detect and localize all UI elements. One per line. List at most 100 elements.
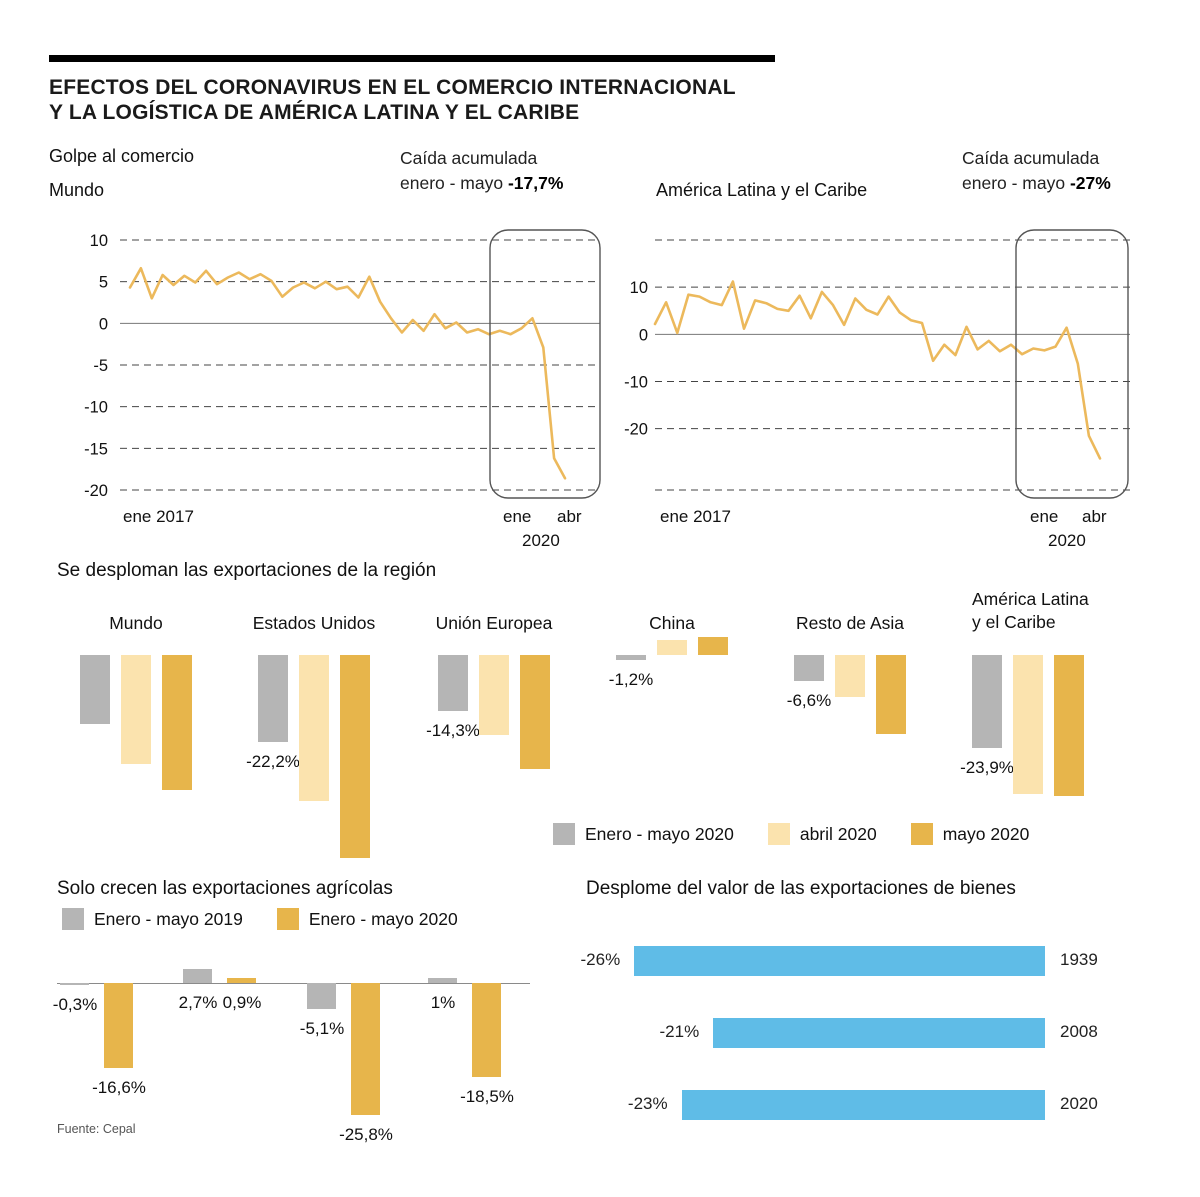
bar-value-label: -5,1% bbox=[299, 1019, 345, 1038]
y-tick-label: -20 bbox=[624, 421, 648, 439]
y-tick-label: -5 bbox=[93, 357, 108, 375]
hbar-value-label: -23% bbox=[627, 1094, 668, 1113]
latam-annotation-line2: enero - mayo bbox=[962, 173, 1070, 193]
y-tick-label: -10 bbox=[84, 399, 108, 417]
latam-chart-title: América Latina y el Caribe bbox=[656, 180, 868, 200]
world-xaxis-start: ene 2017 bbox=[123, 507, 194, 526]
bar-group-label: China bbox=[649, 613, 695, 633]
legend-label: Enero - mayo 2020 bbox=[308, 908, 458, 929]
world-chart-title: Mundo bbox=[49, 180, 105, 200]
bar-value-label: -25,8% bbox=[339, 1124, 393, 1144]
y-tick-label: -10 bbox=[624, 374, 648, 392]
legend-label: abril 2020 bbox=[799, 823, 877, 844]
y-tick-label: 10 bbox=[90, 232, 108, 250]
hbar-1939 bbox=[634, 946, 1045, 976]
bar-gold bbox=[698, 637, 728, 655]
y-tick-label: 0 bbox=[639, 326, 648, 344]
section2-title: Se desploman las exportaciones de la reg… bbox=[57, 560, 437, 581]
bar-gray bbox=[972, 655, 1002, 749]
bar-gray bbox=[258, 655, 288, 742]
hbar-2020 bbox=[681, 1090, 1045, 1120]
world-trade-line-chart: 10 5 0 -5 -10 -15 -20 bbox=[84, 229, 601, 500]
hbar-year-label: 1939 bbox=[1060, 950, 1098, 969]
y-tick-label: 10 bbox=[630, 279, 648, 297]
latam-trade-line-chart: 10 0 -10 -20 bbox=[624, 229, 1130, 499]
world-annotation-line1: Caída acumulada bbox=[400, 148, 538, 168]
world-annotation: Caída acumulada enero - mayo -17,7% bbox=[400, 146, 563, 196]
section4-title: Desplome del valor de las exportaciones … bbox=[586, 878, 1016, 899]
bar-gold bbox=[162, 655, 192, 790]
bar-gray bbox=[428, 977, 457, 983]
section1-title: Golpe al comercio bbox=[49, 146, 195, 166]
world-xaxis-abr: abr bbox=[557, 507, 582, 526]
gray-swatch-icon bbox=[553, 823, 575, 845]
bar-gold bbox=[340, 655, 370, 858]
bar-light_gold bbox=[299, 655, 329, 802]
y-tick-label: -15 bbox=[84, 440, 108, 458]
bar-gray bbox=[307, 983, 336, 1009]
legend-label: mayo 2020 bbox=[942, 823, 1030, 844]
legend-item-enero-mayo-2020: Enero - mayo 2020 bbox=[276, 908, 458, 930]
y-tick-label: 5 bbox=[99, 274, 108, 292]
bar-value-label: -18,5% bbox=[460, 1087, 514, 1107]
highlight-box bbox=[489, 229, 601, 499]
legend-label: Enero - mayo 2019 bbox=[94, 908, 243, 929]
bar-gray bbox=[60, 983, 89, 985]
title-line1: EFECTOS DEL CORONAVIRUS EN EL COMERCIO I… bbox=[49, 76, 736, 99]
world-xaxis-ene: ene bbox=[503, 507, 532, 526]
title-line2: Y LA LOGÍSTICA DE AMÉRICA LATINA Y EL CA… bbox=[49, 101, 580, 124]
world-xaxis-year: 2020 bbox=[522, 531, 560, 550]
latam-annotation: Caída acumulada enero - mayo -27% bbox=[962, 146, 1111, 196]
source-note: Fuente: Cepal bbox=[57, 1122, 136, 1136]
hbar-year-label: 2020 bbox=[1060, 1094, 1098, 1113]
gray-swatch-icon bbox=[62, 908, 84, 930]
latam-annotation-line1: Caída acumulada bbox=[962, 148, 1100, 168]
bar-gray bbox=[794, 655, 824, 681]
bar-value-label: -23,9% bbox=[960, 758, 1014, 778]
bar-light_gold bbox=[835, 655, 865, 697]
bar-value-label: 2,7% bbox=[178, 993, 218, 1012]
bar-value-label: -22,2% bbox=[246, 751, 300, 771]
latam-xaxis-abr: abr bbox=[1082, 507, 1107, 526]
bar-value-label: -1,2% bbox=[608, 669, 654, 689]
bar-gold bbox=[227, 978, 256, 983]
world-annotation-line2: enero - mayo bbox=[400, 173, 508, 193]
y-tick-label: -20 bbox=[84, 482, 108, 500]
light-gold-swatch-icon bbox=[767, 823, 790, 845]
hbar-year-label: 2008 bbox=[1060, 1022, 1098, 1041]
latam-xaxis-ene: ene bbox=[1030, 507, 1059, 526]
bar-value-label: 1% bbox=[430, 993, 456, 1012]
bar-group-label: Resto de Asia bbox=[796, 613, 904, 633]
latam-xaxis-year: 2020 bbox=[1048, 531, 1086, 550]
top-rule bbox=[49, 55, 775, 62]
bar-gray bbox=[438, 655, 468, 711]
bar-gold bbox=[520, 655, 550, 770]
latam-xaxis-start: ene 2017 bbox=[660, 507, 731, 526]
bar-value-label: 0,9% bbox=[222, 993, 262, 1012]
gold-swatch-icon bbox=[910, 823, 933, 845]
agri-chart-baseline bbox=[57, 983, 530, 984]
bar-gray bbox=[80, 655, 110, 725]
bar-light_gold bbox=[657, 640, 687, 655]
bar-gray bbox=[183, 969, 212, 983]
agri-legend: Enero - mayo 2019 Enero - mayo 2020 bbox=[62, 908, 458, 930]
section3-title: Solo crecen las exportaciones agrícolas bbox=[57, 878, 393, 899]
exports-legend: Enero - mayo 2020 abril 2020 mayo 2020 bbox=[553, 823, 1029, 845]
bar-light_gold bbox=[1013, 655, 1043, 795]
bar-value-label: -0,3% bbox=[52, 994, 98, 1014]
legend-item-mayo-2020: mayo 2020 bbox=[910, 823, 1030, 845]
y-tick-label: 0 bbox=[99, 315, 108, 333]
legend-label: Enero - mayo 2020 bbox=[585, 823, 734, 844]
bar-group-label: Unión Europea bbox=[435, 613, 553, 633]
latam-annotation-value: -27% bbox=[1069, 173, 1111, 193]
trend-line bbox=[653, 280, 1102, 460]
bar-light_gold bbox=[121, 655, 151, 765]
legend-item-abril-2020: abril 2020 bbox=[767, 823, 877, 845]
bar-gold bbox=[1054, 655, 1084, 797]
bar-value-label: -6,6% bbox=[786, 690, 832, 710]
legend-item-enero-mayo-2019: Enero - mayo 2019 bbox=[62, 908, 243, 930]
main-title: EFECTOS DEL CORONAVIRUS EN EL COMERCIO I… bbox=[49, 75, 736, 125]
